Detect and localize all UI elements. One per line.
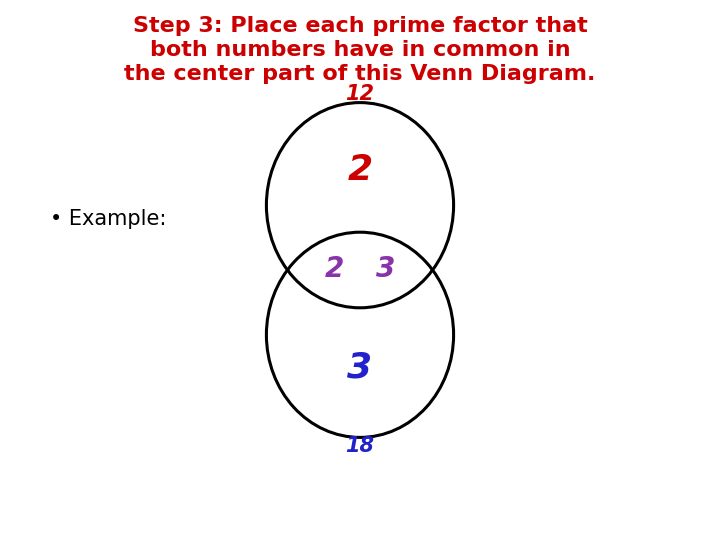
Text: 2: 2 — [325, 255, 344, 283]
Text: 12: 12 — [346, 84, 374, 105]
Text: 2: 2 — [348, 153, 372, 187]
Text: 3: 3 — [348, 350, 372, 384]
Text: 18: 18 — [346, 435, 374, 456]
Text: Step 3: Place each prime factor that
both numbers have in common in
the center p: Step 3: Place each prime factor that bot… — [125, 16, 595, 84]
Text: 3: 3 — [376, 255, 395, 283]
Text: • Example:: • Example: — [50, 208, 167, 229]
